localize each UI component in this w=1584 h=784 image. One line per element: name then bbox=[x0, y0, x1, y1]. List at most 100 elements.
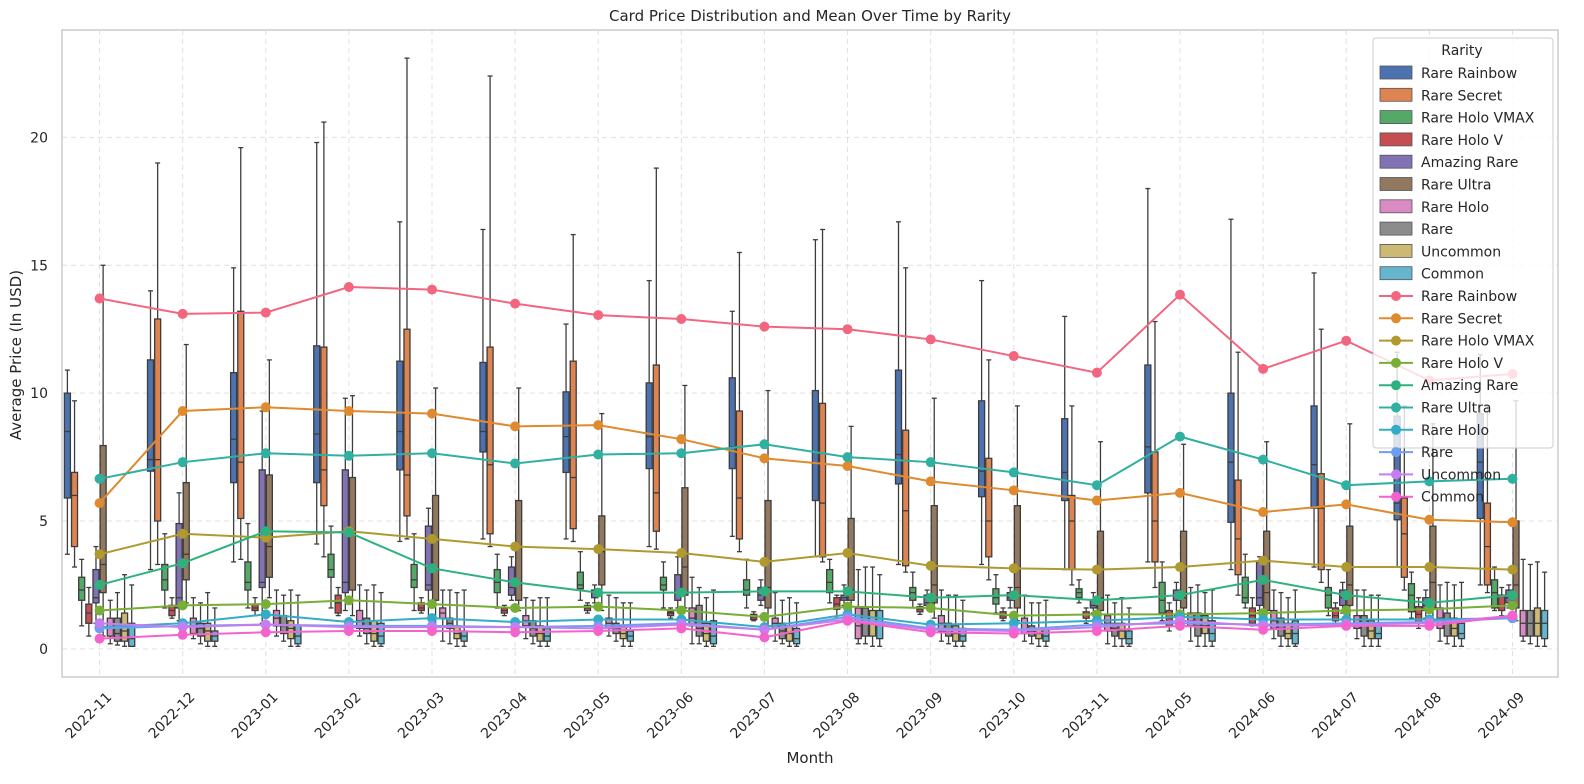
box-iqr bbox=[977, 400, 986, 498]
mean-point bbox=[759, 556, 770, 567]
mean-point bbox=[260, 526, 271, 537]
boxplot bbox=[1061, 315, 1069, 571]
box-iqr bbox=[1277, 617, 1285, 637]
legend-swatch bbox=[1379, 199, 1413, 214]
legend-label: Amazing Rare bbox=[1421, 378, 1518, 394]
mean-point bbox=[177, 308, 188, 319]
box-iqr bbox=[792, 627, 801, 645]
mean-point bbox=[343, 527, 354, 538]
mean-point bbox=[1258, 363, 1269, 374]
boxplot bbox=[1201, 591, 1209, 647]
mean-point bbox=[925, 627, 936, 638]
boxplot bbox=[417, 597, 425, 614]
mean-point bbox=[260, 609, 271, 620]
box-iqr bbox=[543, 627, 551, 642]
boxplot bbox=[1374, 594, 1383, 647]
mean-point bbox=[925, 476, 936, 487]
boxplot bbox=[313, 141, 321, 545]
legend-label: Rare Secret bbox=[1421, 88, 1503, 104]
legend-title: Rarity bbox=[1441, 43, 1482, 59]
y-tick-label: 0 bbox=[39, 642, 48, 658]
boxplot bbox=[1103, 594, 1112, 645]
mean-point bbox=[510, 602, 521, 613]
x-tick-label: 2023-09 bbox=[894, 689, 947, 742]
mean-line bbox=[99, 435, 1513, 487]
mean-point bbox=[676, 587, 687, 598]
mean-point bbox=[94, 473, 105, 484]
mean-point bbox=[260, 402, 271, 413]
box-iqr bbox=[161, 563, 169, 591]
legend-marker bbox=[1391, 424, 1401, 435]
mean-point bbox=[1258, 574, 1269, 585]
box-iqr bbox=[901, 429, 910, 567]
box-iqr bbox=[1158, 581, 1166, 614]
mean-point bbox=[676, 434, 687, 445]
mean-point bbox=[676, 605, 687, 616]
boxplot bbox=[493, 553, 501, 609]
mean-point bbox=[177, 629, 188, 640]
legend-label: Rare Secret bbox=[1421, 311, 1503, 327]
box-iqr bbox=[63, 392, 72, 499]
boxplot bbox=[113, 591, 122, 646]
y-tick-label: 20 bbox=[30, 130, 48, 146]
boxplot bbox=[674, 556, 682, 609]
mean-point bbox=[1258, 555, 1269, 566]
mean-point bbox=[427, 563, 437, 574]
mean-point bbox=[842, 601, 853, 612]
boxplot bbox=[1151, 320, 1159, 589]
box-iqr bbox=[479, 361, 487, 453]
boxplot bbox=[826, 558, 834, 604]
boxplot bbox=[1194, 584, 1202, 647]
box-iqr bbox=[1400, 497, 1408, 578]
mean-point bbox=[1507, 564, 1518, 575]
mean-point bbox=[593, 449, 604, 460]
mean-point bbox=[177, 406, 188, 417]
mean-point bbox=[842, 452, 853, 463]
boxplot bbox=[930, 397, 938, 619]
mean-point bbox=[177, 558, 188, 569]
boxplot bbox=[659, 561, 668, 609]
boxplot bbox=[909, 571, 917, 609]
grid bbox=[62, 30, 1558, 677]
mean-point bbox=[925, 592, 936, 603]
mean-point bbox=[1424, 562, 1435, 573]
mean-point bbox=[177, 528, 188, 539]
mean-point bbox=[1091, 564, 1102, 575]
mean-point bbox=[1091, 625, 1102, 636]
boxplot bbox=[1068, 405, 1076, 586]
boxplot bbox=[279, 594, 288, 642]
boxplot bbox=[1407, 571, 1416, 619]
box-iqr bbox=[1291, 620, 1299, 645]
boxplot bbox=[85, 586, 93, 637]
mean-point bbox=[759, 453, 770, 464]
box-iqr bbox=[818, 402, 827, 558]
boxplot bbox=[446, 589, 454, 645]
mean-line bbox=[99, 615, 1513, 631]
boxplot bbox=[695, 586, 703, 645]
mean-point bbox=[1008, 351, 1019, 362]
boxplot bbox=[666, 607, 675, 619]
boxplot bbox=[569, 233, 577, 543]
mean-point bbox=[510, 298, 521, 309]
box-iqr bbox=[674, 574, 682, 601]
box-iqr bbox=[1013, 505, 1022, 609]
mean-point bbox=[1008, 485, 1019, 496]
mean-point bbox=[1008, 610, 1019, 621]
boxplot bbox=[901, 267, 910, 573]
boxplot bbox=[1519, 558, 1527, 642]
boxplot bbox=[237, 146, 245, 561]
box-iqr bbox=[1490, 579, 1499, 609]
boxplot bbox=[1144, 187, 1152, 563]
boxplot bbox=[258, 410, 266, 624]
boxplot bbox=[1241, 553, 1249, 609]
mean-point bbox=[427, 533, 437, 544]
box-iqr bbox=[396, 360, 404, 471]
x-tick-label: 2023-06 bbox=[644, 689, 697, 742]
mean-point bbox=[759, 624, 770, 635]
boxplot bbox=[652, 167, 660, 550]
mean-point bbox=[1091, 367, 1102, 378]
x-axis-label: Month bbox=[786, 749, 833, 767]
mean-point bbox=[1341, 499, 1352, 510]
boxplot bbox=[562, 323, 570, 540]
mean-point bbox=[94, 605, 105, 616]
